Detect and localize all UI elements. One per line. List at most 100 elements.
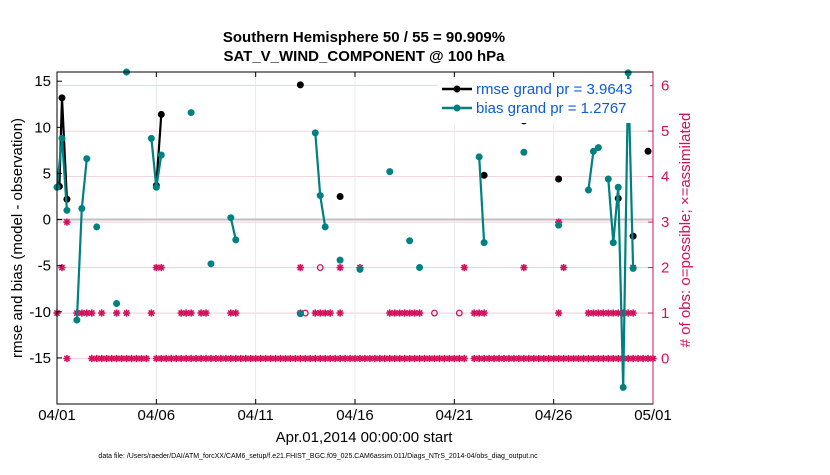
y2-tick-label: 1 bbox=[661, 305, 669, 322]
legend-background bbox=[438, 79, 650, 123]
data-layer bbox=[53, 68, 657, 391]
bias-line-segment bbox=[478, 156, 486, 243]
obs-assimilated-marker bbox=[569, 354, 578, 363]
obs-assimilated-marker bbox=[589, 309, 597, 317]
obs-assimilated-stroke bbox=[595, 309, 602, 317]
obs-assimilated-stroke bbox=[351, 355, 359, 362]
obs-assimilated-marker bbox=[560, 263, 568, 272]
obs-assimilated-stroke bbox=[401, 355, 408, 362]
bias-point bbox=[232, 236, 240, 244]
obs-assimilated-stroke bbox=[153, 355, 160, 362]
legend: rmse grand pr = 3.9643 bias grand pr = 1… bbox=[438, 79, 650, 123]
obs-assimilated-marker bbox=[242, 354, 250, 363]
obs-assimilated-stroke bbox=[327, 355, 334, 362]
obs-assimilated-stroke bbox=[580, 355, 587, 362]
obs-assimilated-stroke bbox=[222, 355, 230, 362]
obs-assimilated-stroke bbox=[634, 355, 642, 362]
obs-assimilated-stroke bbox=[327, 309, 334, 317]
obs-assimilated-stroke bbox=[277, 355, 284, 362]
obs-assimilated-stroke bbox=[272, 355, 279, 362]
x-tick-label: 04/11 bbox=[237, 407, 273, 424]
obs-assimilated-marker bbox=[366, 354, 374, 363]
obs-assimilated-stroke bbox=[406, 309, 413, 317]
obs-assimilated-stroke bbox=[297, 264, 304, 271]
y2-tick-label: 4 bbox=[661, 169, 669, 186]
obs-assimilated-stroke bbox=[530, 355, 537, 362]
obs-assimilated-stroke bbox=[520, 264, 528, 271]
obs-assimilated-stroke bbox=[386, 309, 393, 317]
obs-assimilated-marker bbox=[152, 263, 160, 272]
bias-point bbox=[480, 239, 488, 247]
obs-assimilated-stroke bbox=[317, 355, 324, 362]
obs-assimilated-stroke bbox=[540, 355, 547, 362]
obs-assimilated-stroke bbox=[476, 355, 483, 362]
obs-assimilated-stroke bbox=[336, 309, 344, 317]
obs-assimilated-stroke bbox=[610, 309, 617, 317]
obs-assimilated-stroke bbox=[461, 264, 468, 271]
obs-assimilated-stroke bbox=[103, 355, 110, 362]
obs-assimilated-stroke bbox=[341, 355, 349, 362]
obs-assimilated-marker bbox=[525, 354, 533, 363]
obs-assimilated-marker bbox=[296, 263, 304, 272]
obs-assimilated-stroke bbox=[570, 355, 577, 362]
bias-point bbox=[594, 144, 602, 152]
bias-point bbox=[406, 237, 414, 245]
obs-assimilated-stroke bbox=[451, 355, 458, 362]
obs-assimilated-marker bbox=[331, 354, 339, 363]
obs-assimilated-stroke bbox=[58, 264, 66, 271]
obs-assimilated-marker bbox=[142, 354, 150, 363]
obs-assimilated-stroke bbox=[212, 355, 220, 362]
obs-assimilated-marker bbox=[177, 354, 185, 363]
obs-assimilated-stroke bbox=[148, 309, 155, 317]
obs-assimilated-stroke bbox=[590, 309, 597, 317]
bias-line-segment bbox=[229, 217, 237, 241]
obs-assimilated-stroke bbox=[187, 309, 195, 317]
obs-assimilated-marker bbox=[63, 218, 71, 226]
bias-point bbox=[356, 265, 364, 273]
obs-assimilated-stroke bbox=[421, 355, 428, 362]
obs-assimilated-stroke bbox=[336, 264, 344, 271]
y2-tick-label: 5 bbox=[661, 123, 669, 140]
obs-assimilated-marker bbox=[470, 354, 478, 363]
obs-assimilated-stroke bbox=[158, 264, 165, 271]
obs-assimilated-marker bbox=[420, 354, 429, 363]
obs-assimilated-marker bbox=[326, 309, 334, 317]
obs-assimilated-stroke bbox=[411, 355, 418, 362]
obs-assimilated-stroke bbox=[391, 355, 398, 362]
obs-assimilated-marker bbox=[406, 354, 414, 363]
obs-assimilated-stroke bbox=[560, 264, 567, 271]
obs-assimilated-stroke bbox=[456, 355, 463, 362]
bias-point bbox=[316, 192, 324, 200]
chart-title: Southern Hemisphere 50 / 55 = 90.909% bbox=[223, 29, 505, 46]
obs-assimilated-marker bbox=[147, 309, 155, 317]
obs-assimilated-stroke bbox=[545, 355, 552, 362]
obs-assimilated-stroke bbox=[446, 355, 453, 362]
bias-point bbox=[152, 183, 160, 191]
obs-assimilated-stroke bbox=[520, 355, 528, 362]
y-tick-label: -5 bbox=[38, 258, 51, 275]
bias-point bbox=[311, 129, 319, 137]
obs-assimilated-stroke bbox=[346, 355, 354, 362]
obs-assimilated-stroke bbox=[550, 355, 557, 362]
x-tick-label: 04/06 bbox=[138, 407, 176, 424]
obs-assimilated-marker bbox=[371, 354, 379, 363]
obs-assimilated-marker bbox=[202, 354, 210, 363]
obs-assimilated-stroke bbox=[480, 309, 488, 317]
obs-possible-marker bbox=[455, 309, 463, 317]
bias-point bbox=[227, 214, 235, 222]
x-tick-label: 04/16 bbox=[336, 407, 374, 424]
obs-assimilated-stroke bbox=[376, 355, 383, 362]
obs-assimilated-stroke bbox=[575, 355, 582, 362]
obs-assimilated-stroke bbox=[178, 309, 185, 317]
obs-assimilated-stroke bbox=[625, 355, 632, 362]
y-tick-label: 15 bbox=[34, 73, 51, 90]
bias-point bbox=[58, 134, 66, 142]
x-tick-label: 05/01 bbox=[634, 407, 672, 424]
data-file-footnote: data file: /Users/raeder/DAI/ATM_forcXX/… bbox=[98, 453, 538, 460]
obs-assimilated-stroke bbox=[63, 218, 71, 226]
obs-assimilated-stroke bbox=[595, 355, 602, 362]
obs-assimilated-stroke bbox=[416, 355, 423, 362]
obs-assimilated-marker bbox=[624, 354, 632, 363]
legend-rmse-marker bbox=[453, 85, 461, 93]
obs-assimilated-stroke bbox=[307, 355, 314, 362]
